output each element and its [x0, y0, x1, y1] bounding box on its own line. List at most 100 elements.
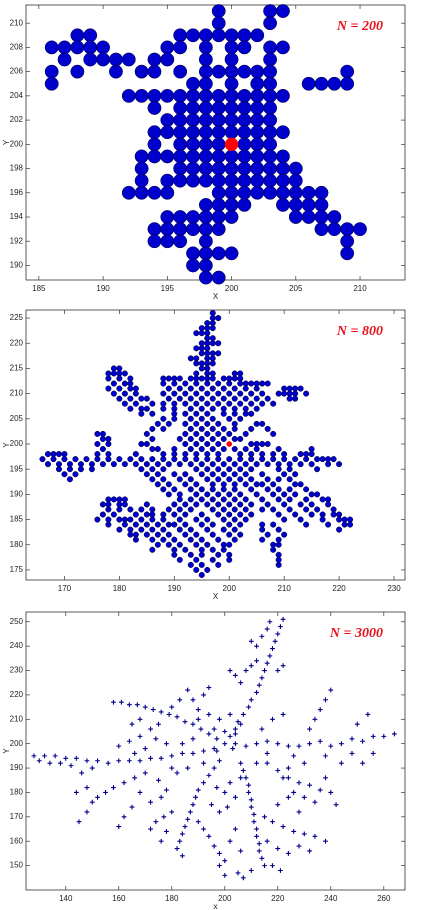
particle [204, 410, 211, 417]
particle [158, 838, 164, 844]
particle [66, 476, 73, 483]
particle [147, 149, 162, 164]
particle [303, 496, 310, 503]
particle [193, 516, 200, 523]
particle [176, 516, 183, 523]
particle [281, 491, 288, 498]
particle [217, 851, 222, 856]
particle [132, 390, 139, 397]
particle [111, 699, 116, 705]
particle [121, 516, 128, 523]
particle [211, 16, 226, 31]
particle [224, 28, 239, 43]
particle [224, 210, 239, 224]
particle [242, 471, 249, 478]
particle [160, 390, 167, 397]
particle [259, 726, 265, 732]
particle [209, 435, 216, 442]
particle [195, 716, 201, 722]
particle [370, 733, 376, 739]
y-tick-label: 215 [10, 364, 24, 373]
particle [190, 721, 196, 727]
particle [171, 546, 178, 553]
particle [138, 395, 145, 402]
particle [132, 531, 139, 538]
particle [237, 390, 244, 397]
particle [110, 390, 117, 397]
particle [226, 466, 233, 473]
particle [148, 726, 153, 732]
particle [154, 420, 161, 427]
particle [182, 420, 189, 427]
particle [237, 185, 252, 200]
particle [176, 496, 183, 503]
particle [160, 451, 167, 458]
chart-panel: 185 190 195 200 205 210 190 192 194 196 198 200 202 2… [2, 4, 406, 301]
particle [182, 471, 189, 478]
particle [327, 76, 342, 91]
particle [286, 496, 293, 503]
particle [275, 486, 282, 493]
particle [70, 28, 85, 43]
particle [171, 511, 178, 518]
particle [292, 481, 299, 488]
particle [285, 743, 291, 749]
particle [204, 440, 211, 448]
particle [171, 521, 178, 528]
particle [164, 741, 169, 747]
particle [187, 496, 194, 503]
particle [286, 395, 293, 402]
particle [237, 451, 244, 458]
y-tick-label: 192 [10, 236, 24, 245]
particle [281, 516, 288, 523]
particle [220, 385, 227, 392]
particle [149, 546, 156, 553]
particle [171, 400, 178, 407]
particle [99, 446, 106, 453]
particle [214, 736, 220, 742]
particle [263, 125, 278, 140]
particle [209, 395, 216, 402]
particle [198, 405, 205, 412]
y-tick-label: 210 [10, 389, 24, 398]
particle [160, 511, 167, 518]
particle [193, 375, 200, 382]
particle [275, 551, 282, 558]
x-tick-label: 140 [59, 894, 73, 903]
particle [206, 772, 212, 778]
particle [169, 765, 175, 771]
particle [173, 64, 188, 79]
particle [296, 843, 302, 849]
particle [333, 802, 339, 808]
particle [341, 521, 348, 528]
particle [116, 385, 123, 392]
particle [259, 506, 266, 513]
particle [198, 345, 205, 352]
particle [105, 521, 112, 528]
particle [177, 838, 183, 844]
particle [138, 506, 145, 513]
particle [270, 456, 277, 463]
x-tick-label: 190 [96, 284, 110, 293]
particle [182, 400, 189, 407]
y-axis-label: Y [2, 748, 11, 754]
particle [270, 400, 277, 407]
particle [44, 64, 59, 79]
y-tick-label: 230 [10, 666, 24, 675]
particle [138, 410, 145, 417]
particle [187, 506, 194, 513]
particle [215, 350, 222, 357]
particle [198, 161, 213, 176]
particle [209, 370, 216, 377]
particle [186, 125, 200, 140]
particle [173, 149, 188, 164]
particle [176, 385, 183, 392]
particle [253, 405, 260, 412]
particle [240, 712, 246, 717]
particle [132, 775, 138, 781]
particle [232, 826, 238, 832]
y-tick-label: 220 [10, 338, 24, 347]
particle [292, 456, 299, 463]
y-tick-label: 250 [10, 617, 24, 626]
particle [232, 731, 238, 737]
